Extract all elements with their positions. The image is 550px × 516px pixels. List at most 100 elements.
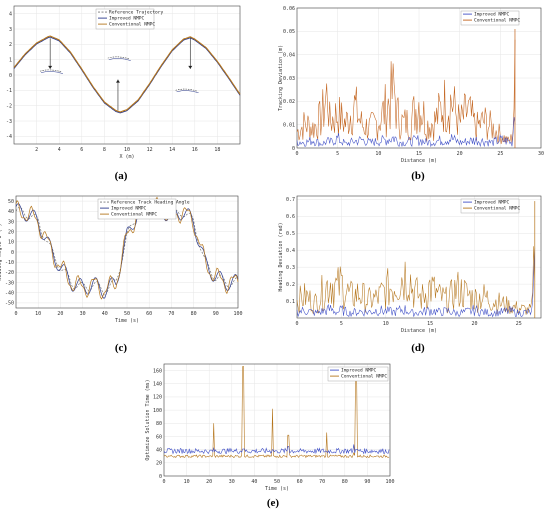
caption-b: (b) [411, 170, 425, 182]
x-tick-label: 10 [35, 311, 41, 317]
y-tick-label: 0 [9, 73, 12, 79]
legend-entry: Conventional NMPC [341, 374, 387, 380]
y-tick-label: -1 [6, 88, 12, 94]
x-tick-label: 0 [295, 151, 298, 157]
conventional-nmpc-line [163, 366, 390, 459]
y-tick-label: 80 [156, 421, 162, 427]
y-tick-label: 0 [292, 146, 295, 152]
zoom-inset-curve [176, 90, 199, 94]
legend-entry: Improved NMPC [111, 206, 147, 212]
y-tick-label: -3 [6, 119, 12, 125]
x-tick-label: 60 [146, 311, 152, 317]
legend-entry: Improved NMPC [341, 368, 377, 374]
improved-nmpc-line [15, 200, 239, 299]
caption-c: (c) [114, 342, 128, 354]
y-tick-label: 40 [156, 447, 162, 453]
x-tick-label: 30 [80, 311, 86, 317]
y-tick-label: 1 [9, 57, 12, 63]
x-tick-label: 50 [124, 311, 130, 317]
y-tick-label: 50 [8, 199, 14, 205]
arrow-head [115, 79, 120, 83]
x-tick-label: 10 [184, 479, 190, 485]
legend-entry: Reference Trajectory [109, 10, 163, 16]
y-axis-label: Heading Deviation (rad) [278, 222, 284, 291]
plot-frame [13, 5, 241, 145]
legend-entry: Conventional NMPC [111, 212, 157, 218]
y-axis-label: Heading Angle θ (°) [0, 223, 3, 280]
legend-entry: Improved NMPC [109, 16, 145, 22]
caption-a: (a) [114, 170, 128, 182]
legend-box [327, 366, 389, 382]
zoom-inset-curve [108, 58, 131, 61]
improved-nmpc-line [163, 444, 390, 455]
plot-frame [296, 195, 542, 319]
x-tick-label: 60 [297, 479, 303, 485]
y-tick-label: 30 [8, 219, 14, 225]
y-axis-label: Tracking Deviation (m) [278, 45, 284, 111]
x-tick-label: 80 [342, 479, 348, 485]
zoom-inset-curve [107, 56, 130, 60]
legend-entry: Conventional NMPC [474, 206, 520, 212]
x-tick-label: 5 [340, 321, 343, 327]
legend-box [460, 10, 520, 26]
y-tick-label: 120 [153, 395, 162, 401]
y-tick-label: 0.01 [283, 122, 295, 128]
y-axis-label: Optimize Solution Time (ms) [145, 379, 151, 460]
x-tick-label: 40 [251, 479, 257, 485]
x-tick-label: 20 [457, 151, 463, 157]
y-tick-label: 0.04 [283, 52, 295, 58]
x-tick-label: 90 [364, 479, 370, 485]
legend-box [460, 198, 520, 214]
plot-frame [15, 195, 239, 309]
chart-d: 0 5 10 15 20 25 0.1 0.2 0.3 0.4 0.5 0.6 0.7 Distance … [278, 195, 542, 334]
y-tick-label: 10 [8, 240, 14, 246]
x-tick-label: 6 [80, 147, 83, 153]
improved-nmpc-line [296, 117, 516, 148]
y-tick-label: -40 [5, 291, 14, 297]
zoom-inset-curve [39, 69, 63, 73]
y-tick-label: 0.3 [286, 265, 295, 271]
chart-b: 0 5 10 15 20 25 30 0 0.01 0.02 0.03 0.04 0.05 0.06 Dis… [278, 6, 544, 164]
x-tick-label: 20 [206, 479, 212, 485]
y-tick-label: 60 [156, 434, 162, 440]
conventional-nmpc-line [15, 196, 239, 300]
x-axis-label: Time (s) [115, 318, 139, 324]
y-tick-label: 2 [9, 42, 12, 48]
arrow-head [48, 65, 53, 69]
x-tick-label: 10 [375, 151, 381, 157]
chart-c: 0 10 20 30 40 50 60 70 80 90 100 -50 -40 -30 -20 -10 0 10… [0, 195, 243, 324]
y-tick-label: 3 [9, 27, 12, 33]
y-tick-label: 140 [153, 382, 162, 388]
legend-entry: Reference Track Heading Angle [111, 200, 190, 206]
legend-entry: Conventional NMPC [109, 22, 155, 28]
x-axis-label: X (m) [119, 154, 134, 160]
conventional-nmpc-line [13, 35, 241, 113]
y-tick-label: 40 [8, 209, 14, 215]
x-tick-label: 40 [102, 311, 108, 317]
y-tick-label: 20 [156, 461, 162, 467]
y-tick-label: 0.02 [283, 99, 295, 105]
improved-nmpc-line [13, 36, 241, 114]
y-tick-label: -20 [5, 270, 14, 276]
y-tick-label: 20 [8, 229, 14, 235]
y-tick-label: 0.6 [286, 214, 295, 220]
x-tick-label: 12 [147, 147, 153, 153]
y-tick-label: 100 [153, 408, 162, 414]
chart-e: 0 10 20 30 40 50 60 70 80 90 100 0 20 40 60 80 100 120 140… [145, 363, 395, 492]
x-tick-label: 30 [229, 479, 235, 485]
plot-frame [163, 363, 391, 477]
reference-heading-line [15, 203, 239, 297]
y-tick-label: -4 [6, 134, 12, 140]
y-tick-label: 4 [9, 11, 12, 17]
zoom-inset-curve [40, 71, 64, 74]
legend-box [97, 198, 177, 220]
arrow-head [188, 65, 193, 69]
y-tick-label: 0.05 [283, 29, 295, 35]
y-tick-label: 0.7 [286, 197, 295, 203]
x-tick-label: 80 [191, 311, 197, 317]
y-tick-label: -2 [6, 103, 12, 109]
caption-d: (d) [411, 342, 425, 354]
x-axis-label: Time (s) [265, 486, 289, 492]
x-tick-label: 14 [169, 147, 175, 153]
